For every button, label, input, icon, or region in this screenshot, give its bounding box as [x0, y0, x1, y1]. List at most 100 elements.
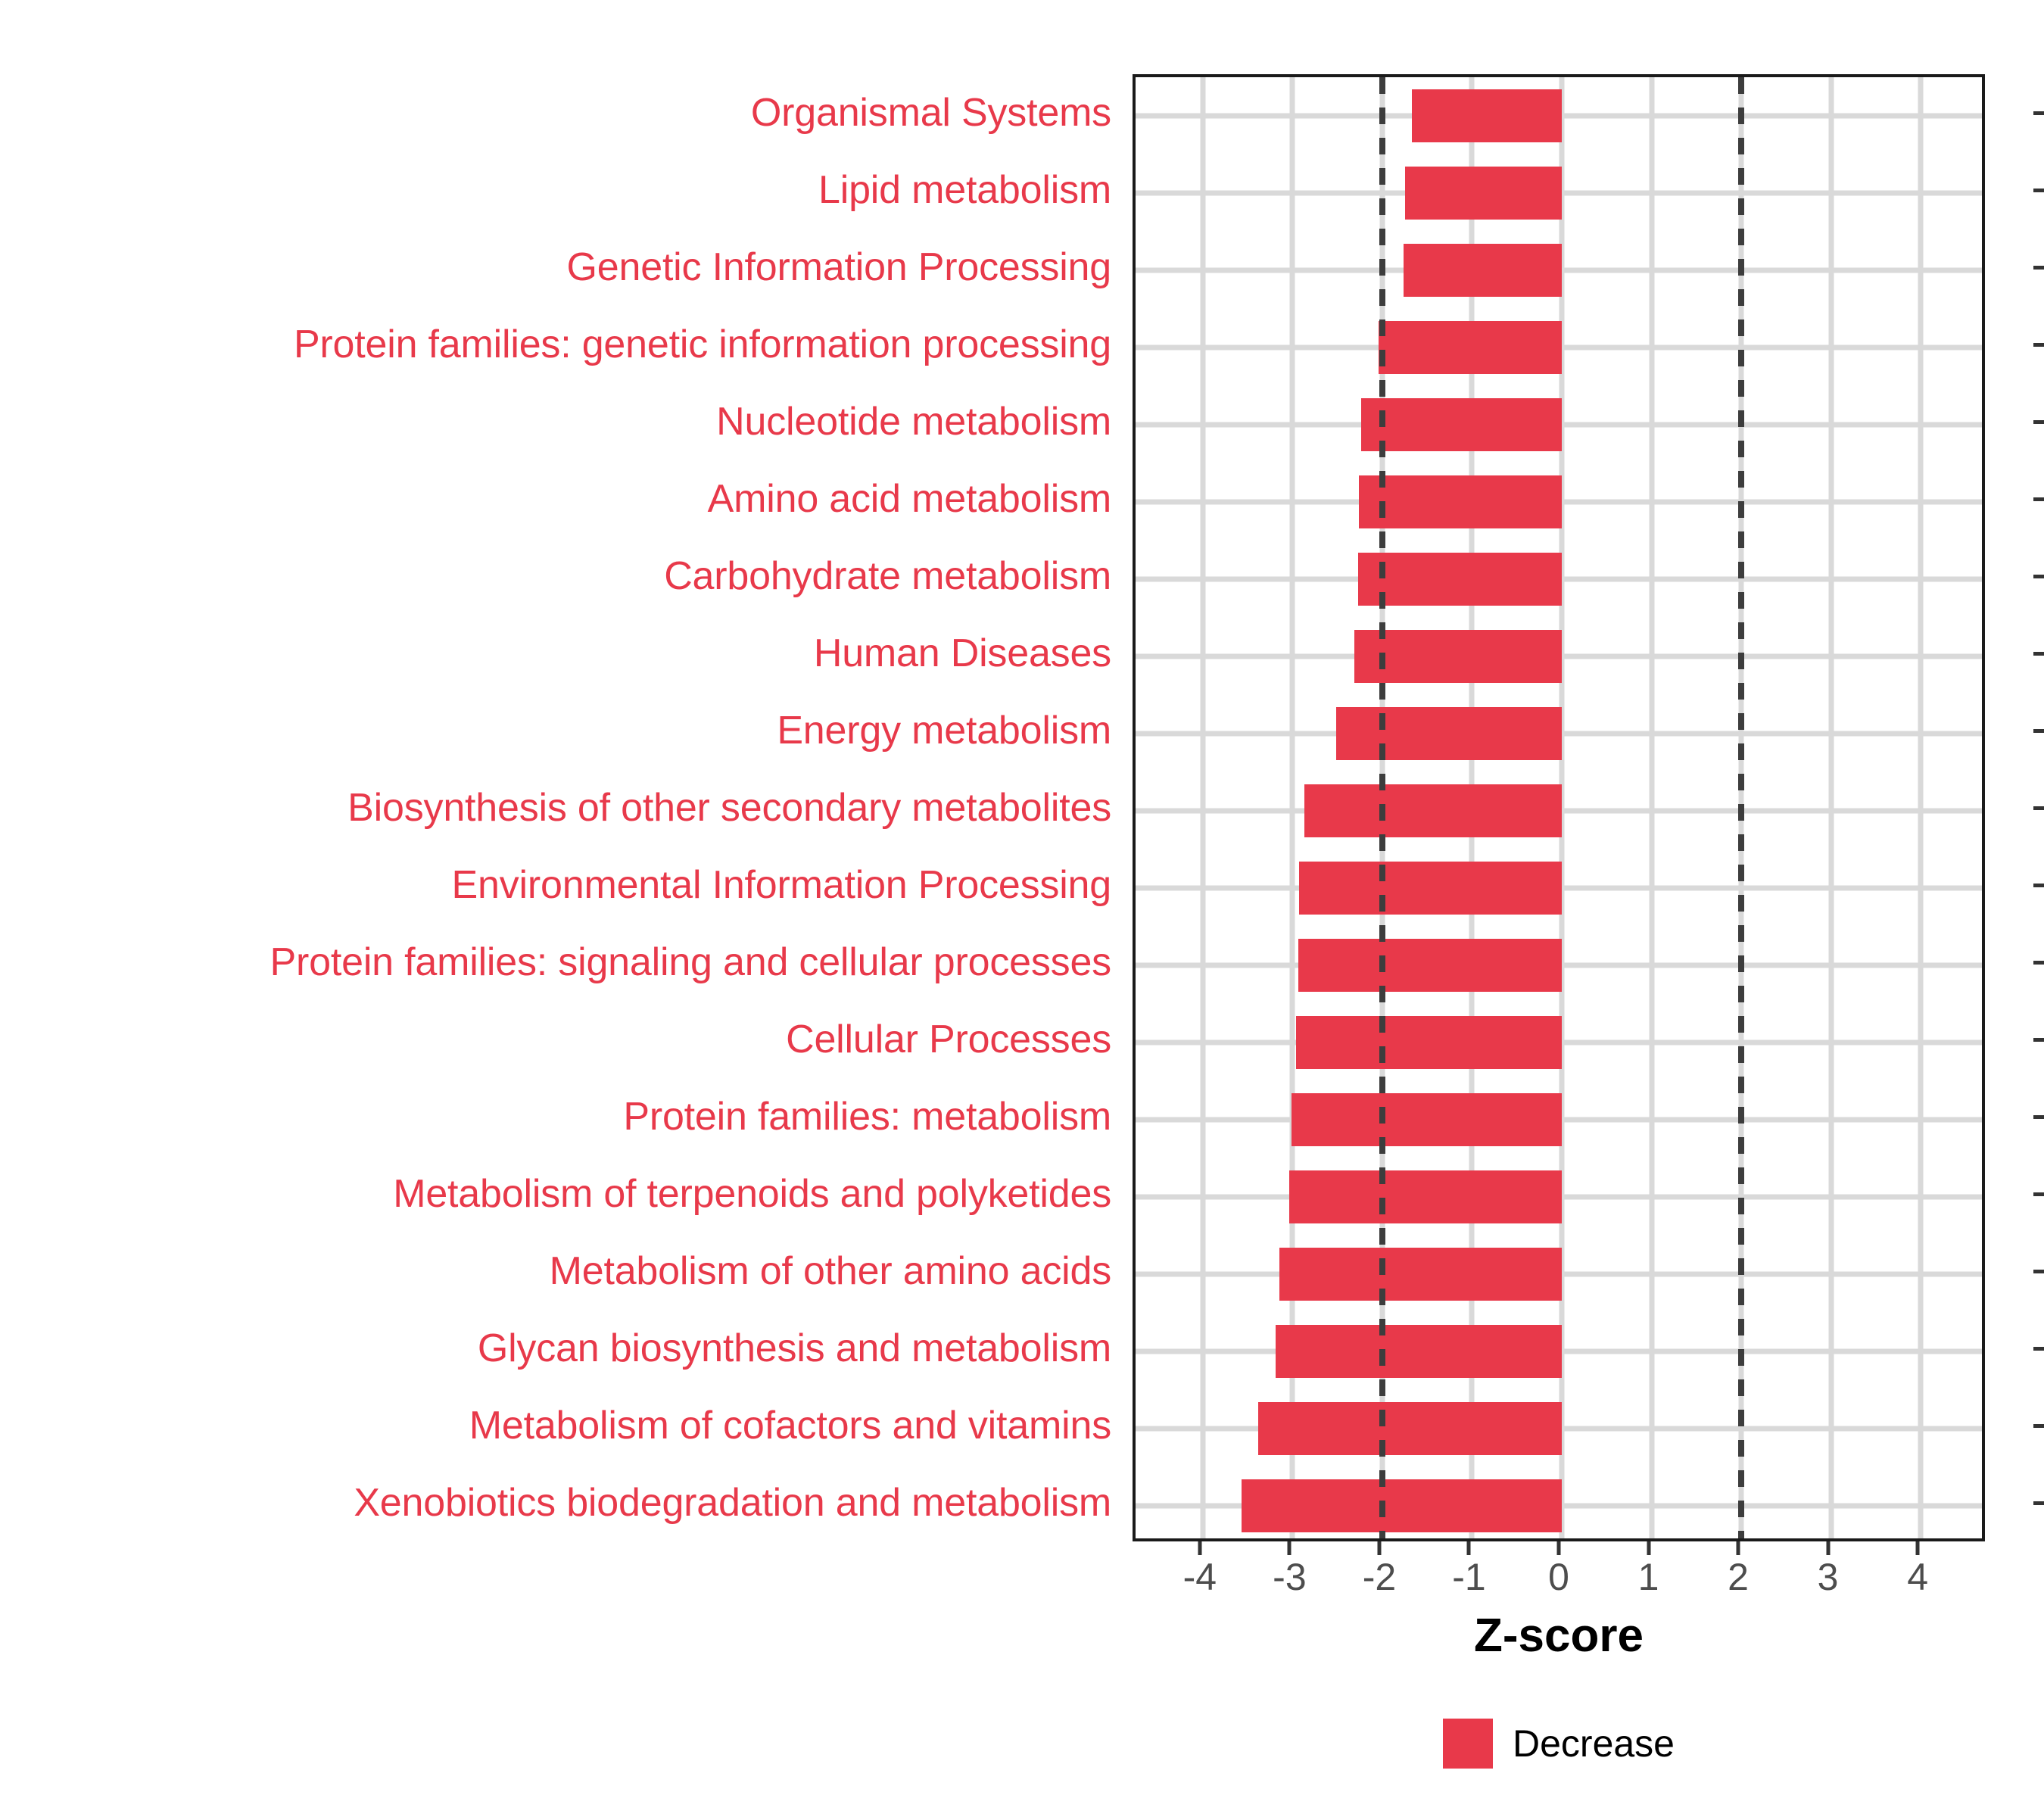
- y-axis-tick: [2033, 497, 2044, 501]
- chart-legend: Decrease: [1133, 1719, 1985, 1769]
- y-axis-label-text: Energy metabolism: [777, 709, 1111, 753]
- y-axis-category-label: Protein families: signaling and cellular…: [0, 924, 1122, 1001]
- y-axis-category-label: Environmental Information Processing: [0, 846, 1122, 924]
- bar: [1279, 1247, 1562, 1301]
- x-axis: -4 -3 -2 -1 0 1 2 3 4: [1133, 1541, 1985, 1632]
- y-axis-tick: [2033, 1037, 2044, 1042]
- y-axis-category-label: Glycan biosynthesis and metabolism: [0, 1310, 1122, 1387]
- y-axis-category-label: Metabolism of cofactors and vitamins: [0, 1387, 1122, 1464]
- x-axis-tick-label: -4: [1182, 1556, 1217, 1598]
- x-axis-tick: [1915, 1541, 1920, 1555]
- x-axis-tick-label: 2: [1728, 1556, 1749, 1598]
- bar: [1298, 938, 1562, 993]
- x-axis-tick: [1198, 1541, 1202, 1555]
- legend-color-swatch: [1443, 1719, 1493, 1769]
- y-axis-category-labels: Organismal Systems Lipid metabolism Geneti…: [0, 74, 1122, 1541]
- y-axis-label-text: Amino acid metabolism: [707, 477, 1112, 521]
- bar: [1404, 166, 1562, 220]
- y-axis-category-label: Carbohydrate metabolism: [0, 538, 1122, 615]
- y-axis-label-text: Nucleotide metabolism: [716, 400, 1111, 444]
- y-axis-tick: [2033, 1346, 2044, 1351]
- y-axis-tick: [2033, 111, 2044, 115]
- bar: [1258, 1401, 1562, 1456]
- y-axis-label-text: Carbohydrate metabolism: [664, 554, 1111, 598]
- y-axis-label-text: Genetic Information Processing: [566, 245, 1112, 289]
- y-axis-category-label: Genetic Information Processing: [0, 229, 1122, 306]
- x-axis-tick-label: 1: [1637, 1556, 1659, 1598]
- y-axis-tick: [2033, 342, 2044, 347]
- y-axis-tick: [2033, 1192, 2044, 1196]
- bar: [1360, 397, 1562, 452]
- x-axis-tick: [1377, 1541, 1382, 1555]
- y-axis-label-text: Metabolism of terpenoids and polyketides: [393, 1172, 1111, 1216]
- bar: [1412, 89, 1562, 143]
- y-axis-tick: [2033, 883, 2044, 887]
- vertical-gridline: [1649, 77, 1655, 1538]
- y-axis-category-label: Biosynthesis of other secondary metaboli…: [0, 769, 1122, 846]
- y-axis-tick: [2033, 1501, 2044, 1505]
- y-axis-label-text: Lipid metabolism: [818, 168, 1111, 212]
- y-axis-category-label: Amino acid metabolism: [0, 460, 1122, 538]
- x-axis-tick: [1556, 1541, 1561, 1555]
- y-axis-label-text: Metabolism of other amino acids: [549, 1249, 1112, 1293]
- y-axis-tick: [2033, 1114, 2044, 1119]
- bar: [1296, 1015, 1562, 1070]
- x-axis-tick-label: -2: [1362, 1556, 1397, 1598]
- bar: [1379, 320, 1562, 375]
- bar: [1298, 861, 1562, 915]
- y-axis-category-label: Protein families: metabolism: [0, 1078, 1122, 1155]
- y-axis-category-label: Nucleotide metabolism: [0, 383, 1122, 460]
- y-axis-label-text: Metabolism of cofactors and vitamins: [469, 1404, 1111, 1448]
- y-axis-category-label: Metabolism of other amino acids: [0, 1233, 1122, 1310]
- vertical-gridline: [1559, 77, 1565, 1538]
- vertical-gridline: [1289, 77, 1295, 1538]
- y-axis-tick: [2033, 960, 2044, 965]
- y-axis-tick: [2033, 188, 2044, 192]
- y-axis-category-label: Xenobiotics biodegradation and metabolis…: [0, 1464, 1122, 1541]
- y-axis-tick: [2033, 1423, 2044, 1428]
- y-axis-label-text: Protein families: signaling and cellular…: [270, 940, 1112, 984]
- y-axis-tick: [2033, 806, 2044, 810]
- x-axis-tick-label: -3: [1273, 1556, 1307, 1598]
- y-axis-label-text: Protein families: metabolism: [623, 1095, 1111, 1139]
- threshold-reference-line: [1379, 77, 1385, 1538]
- x-axis-tick: [1826, 1541, 1831, 1555]
- y-axis-category-label: Cellular Processes: [0, 1001, 1122, 1078]
- x-axis-tick: [1287, 1541, 1292, 1555]
- y-axis-category-label: Organismal Systems: [0, 74, 1122, 151]
- x-axis-tick-label: 3: [1817, 1556, 1839, 1598]
- vertical-gridline: [1828, 77, 1834, 1538]
- x-axis-title: Z-score: [1474, 1610, 1644, 1662]
- bar: [1336, 706, 1562, 761]
- vertical-gridline: [1200, 77, 1206, 1538]
- bar: [1241, 1479, 1562, 1533]
- threshold-reference-line: [1738, 77, 1745, 1538]
- vertical-gridline: [1918, 77, 1924, 1538]
- bar: [1288, 1170, 1562, 1224]
- x-axis-tick: [1647, 1541, 1651, 1555]
- y-axis-label-text: Cellular Processes: [786, 1018, 1111, 1061]
- bar: [1275, 1324, 1562, 1379]
- y-axis-category-label: Human Diseases: [0, 615, 1122, 692]
- bar: [1359, 475, 1562, 529]
- y-axis-category-label: Metabolism of terpenoids and polyketides: [0, 1155, 1122, 1233]
- y-axis-tick: [2033, 651, 2044, 656]
- legend-item[interactable]: Decrease: [1443, 1719, 1675, 1769]
- x-axis-tick-label: 0: [1548, 1556, 1569, 1598]
- x-axis-tick: [1736, 1541, 1740, 1555]
- x-axis-tick-label: -1: [1452, 1556, 1486, 1598]
- x-axis-tick: [1466, 1541, 1471, 1555]
- bar: [1304, 784, 1562, 838]
- y-axis-label-text: Xenobiotics biodegradation and metabolis…: [354, 1481, 1111, 1525]
- y-axis-tick: [2033, 728, 2044, 733]
- y-axis-tick: [2033, 265, 2044, 270]
- x-axis-tick-label: 4: [1907, 1556, 1928, 1598]
- y-axis-label-text: Glycan biosynthesis and metabolism: [477, 1326, 1111, 1370]
- legend-label: Decrease: [1513, 1722, 1675, 1765]
- y-axis-label-text: Protein families: genetic information pr…: [293, 323, 1111, 366]
- y-axis-label-text: Human Diseases: [813, 631, 1111, 675]
- bar: [1404, 243, 1562, 298]
- plot-panel: [1133, 74, 1985, 1541]
- y-axis-tick: [2033, 419, 2044, 424]
